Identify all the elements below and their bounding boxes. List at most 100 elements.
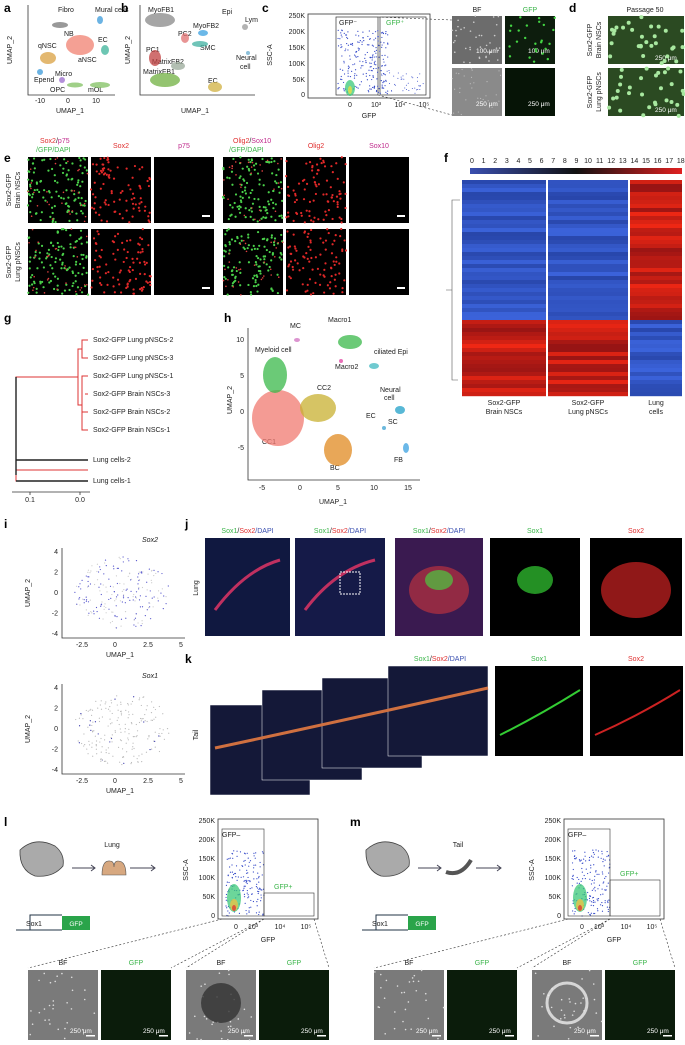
image-header: Sox1 [531, 656, 547, 663]
dot [42, 196, 45, 199]
heatmap-row [630, 288, 682, 293]
dot [81, 172, 84, 175]
dot [75, 239, 78, 243]
dot [240, 876, 242, 878]
dot [363, 39, 365, 42]
dot [82, 157, 85, 160]
dot [569, 1026, 572, 1029]
heatmap-row [462, 380, 546, 385]
scale-bar-label: 250 μm [228, 1028, 250, 1035]
axis-label: UMAP_1 [56, 108, 84, 115]
dot [266, 159, 269, 162]
dot [285, 216, 288, 219]
dot [485, 102, 487, 104]
heatmap-row [548, 188, 628, 193]
heatmap-row [630, 384, 682, 389]
cluster-label: MC [290, 323, 301, 330]
dot [249, 160, 252, 164]
dot [324, 262, 327, 265]
dot [87, 726, 89, 728]
heatmap-row [462, 320, 546, 325]
dot [141, 606, 144, 608]
dot [330, 274, 333, 278]
dot [280, 258, 283, 261]
dot [322, 161, 325, 164]
dot [105, 606, 107, 609]
dot [601, 853, 603, 855]
dot [243, 1008, 246, 1011]
dot [270, 215, 273, 218]
dot [534, 50, 538, 53]
dot [30, 179, 34, 182]
heatmap-row [548, 216, 628, 221]
dot [308, 260, 311, 263]
dot [44, 1019, 46, 1021]
dot [49, 1023, 51, 1025]
dot [87, 585, 90, 587]
tick-label: 50K [293, 77, 306, 84]
dot [243, 852, 246, 854]
dot [129, 599, 131, 602]
dot [35, 287, 38, 290]
dot [331, 193, 334, 197]
dot [67, 205, 71, 208]
dot [317, 183, 321, 186]
stain: /DAPI [255, 528, 273, 535]
dot [90, 714, 93, 716]
dot [28, 284, 31, 287]
dot [460, 28, 462, 31]
tick-label: 15 [404, 485, 412, 492]
dot [62, 191, 65, 194]
micrograph [590, 666, 683, 756]
dot [85, 256, 88, 259]
dot [248, 209, 251, 212]
dot [240, 239, 243, 242]
tick-label: 100K [199, 875, 216, 882]
dot [244, 879, 246, 882]
dot [36, 267, 39, 270]
dot [73, 199, 76, 202]
dot [336, 177, 339, 180]
dot [324, 239, 328, 242]
cluster [339, 359, 343, 363]
axis-label: SSC-A [267, 44, 274, 66]
scale-bar [397, 287, 405, 289]
dot [76, 286, 80, 289]
tick-label: 10⁴ [275, 924, 286, 931]
dot [653, 41, 658, 46]
dot [375, 67, 377, 70]
dot [107, 168, 110, 171]
dot [86, 748, 88, 750]
dot [63, 266, 66, 270]
dot [486, 81, 488, 83]
dot [90, 729, 92, 731]
stain: / [330, 528, 332, 535]
dot [279, 181, 283, 184]
dot [93, 610, 95, 612]
cluster-label: cell [240, 64, 251, 71]
dot [259, 866, 261, 868]
image-header: Olig2 [308, 143, 324, 150]
dot [528, 56, 531, 59]
dot [66, 1002, 68, 1004]
dot [258, 265, 261, 268]
heatmap-row [462, 208, 546, 213]
dot [373, 87, 375, 89]
dot [295, 198, 298, 201]
dot [80, 204, 83, 206]
dot [681, 91, 685, 96]
axis [247, 328, 420, 481]
dot [270, 241, 272, 244]
dot [404, 87, 406, 89]
dot [137, 761, 139, 763]
gate-label: GFP+ [274, 884, 292, 891]
dot [335, 195, 339, 198]
dot [591, 901, 593, 903]
dot [125, 167, 128, 170]
dot [128, 728, 130, 730]
dot [273, 237, 277, 240]
dot [442, 1006, 445, 1009]
cluster [338, 335, 362, 349]
dot [136, 730, 139, 732]
dot [229, 871, 232, 873]
